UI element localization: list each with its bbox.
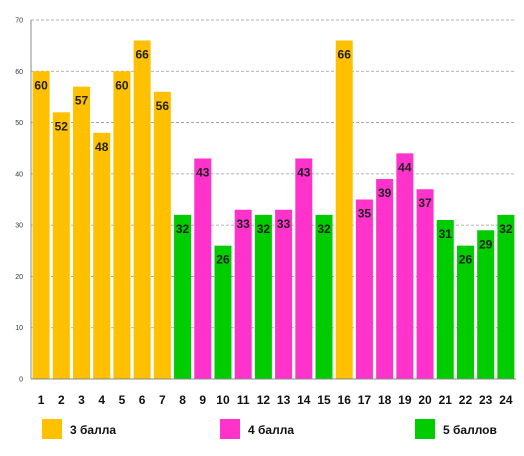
bar [32, 71, 50, 380]
data-label: 57 [75, 94, 89, 108]
data-label: 43 [196, 165, 210, 179]
x-tick-label: 12 [257, 393, 271, 407]
legend-swatch [415, 419, 435, 439]
bar [335, 40, 353, 380]
legend-swatch [220, 419, 240, 439]
data-label: 66 [135, 48, 149, 62]
bar [497, 214, 515, 379]
data-label: 37 [418, 196, 432, 210]
gridlines [31, 19, 516, 329]
bar [456, 245, 474, 379]
data-label: 31 [439, 227, 453, 241]
data-label: 32 [257, 222, 271, 236]
data-label: 32 [499, 222, 513, 236]
y-tick-label: 10 [15, 325, 23, 332]
data-label: 29 [479, 237, 493, 251]
data-label: 33 [237, 217, 251, 231]
x-tick-label: 3 [78, 393, 85, 407]
bar [214, 245, 232, 379]
x-axis-ticks: 1 2 3 4 5 6 7 8 9 10 11 12 13 14 15 16 17 18 19 20 21 22 23 24 [38, 393, 513, 407]
y-tick-label: 50 [15, 120, 23, 127]
bar [194, 158, 212, 379]
data-label: 35 [358, 207, 372, 221]
bar [275, 209, 293, 379]
bar [153, 91, 171, 380]
bar [315, 214, 333, 379]
x-tick-label: 11 [237, 393, 250, 407]
data-label: 33 [277, 217, 291, 231]
bar [73, 86, 91, 380]
y-tick-label: 0 [19, 377, 23, 384]
x-tick-label: 23 [479, 393, 493, 407]
bar [174, 214, 192, 379]
x-tick-label: 17 [358, 393, 372, 407]
bar [234, 209, 252, 379]
data-label: 32 [317, 222, 331, 236]
legend: 3 балла 4 балла 5 баллов [42, 419, 497, 439]
legend-label: 5 баллов [443, 423, 497, 437]
x-tick-label: 14 [297, 393, 311, 407]
x-tick-label: 22 [459, 393, 473, 407]
x-tick-label: 7 [159, 393, 166, 407]
bar [133, 40, 151, 380]
x-tick-label: 4 [98, 393, 105, 407]
y-tick-label: 60 [15, 69, 23, 76]
y-tick-label: 30 [15, 223, 23, 230]
bar [376, 178, 394, 379]
bar [416, 189, 434, 379]
x-tick-label: 9 [199, 393, 206, 407]
bar [295, 158, 313, 379]
x-tick-label: 21 [439, 393, 453, 407]
data-labels: 60 52 57 48 60 66 56 32 43 26 33 32 33 43 32 66 35 39 44 37… [34, 48, 512, 267]
x-tick-label: 13 [277, 393, 291, 407]
bar [254, 214, 272, 379]
bar [396, 153, 414, 379]
x-tick-label: 8 [179, 393, 186, 407]
bar [477, 230, 495, 379]
x-tick-label: 16 [338, 393, 352, 407]
legend-label: 3 балла [70, 423, 116, 437]
data-label: 60 [34, 78, 48, 92]
x-tick-label: 5 [119, 393, 126, 407]
bar [93, 132, 111, 379]
x-tick-label: 18 [378, 393, 392, 407]
data-label: 26 [216, 253, 230, 267]
legend-swatch [42, 419, 62, 439]
y-tick-label: 70 [15, 18, 23, 25]
x-tick-label: 2 [58, 393, 65, 407]
x-tick-label: 19 [398, 393, 412, 407]
data-label: 66 [338, 48, 352, 62]
data-label: 43 [297, 165, 311, 179]
data-label: 48 [95, 140, 109, 154]
y-tick-label: 20 [15, 274, 23, 281]
legend-label: 4 балла [248, 423, 294, 437]
bar [436, 220, 454, 379]
data-label: 44 [398, 160, 412, 174]
x-tick-label: 10 [216, 393, 230, 407]
y-tick-label: 40 [15, 171, 23, 178]
data-label: 32 [176, 222, 190, 236]
x-tick-label: 1 [38, 393, 45, 407]
y-axis-ticks: 0 10 20 30 40 50 60 70 [15, 18, 23, 384]
data-label: 39 [378, 186, 392, 200]
data-label: 52 [55, 119, 69, 133]
data-label: 60 [115, 78, 129, 92]
x-tick-label: 24 [499, 393, 513, 407]
x-tick-label: 6 [139, 393, 146, 407]
bar [355, 199, 373, 379]
bar [113, 71, 131, 380]
data-label: 56 [156, 99, 170, 113]
x-tick-label: 20 [418, 393, 432, 407]
data-label: 26 [459, 253, 473, 267]
bar [52, 112, 70, 380]
x-tick-label: 15 [317, 393, 331, 407]
bars [32, 40, 515, 380]
